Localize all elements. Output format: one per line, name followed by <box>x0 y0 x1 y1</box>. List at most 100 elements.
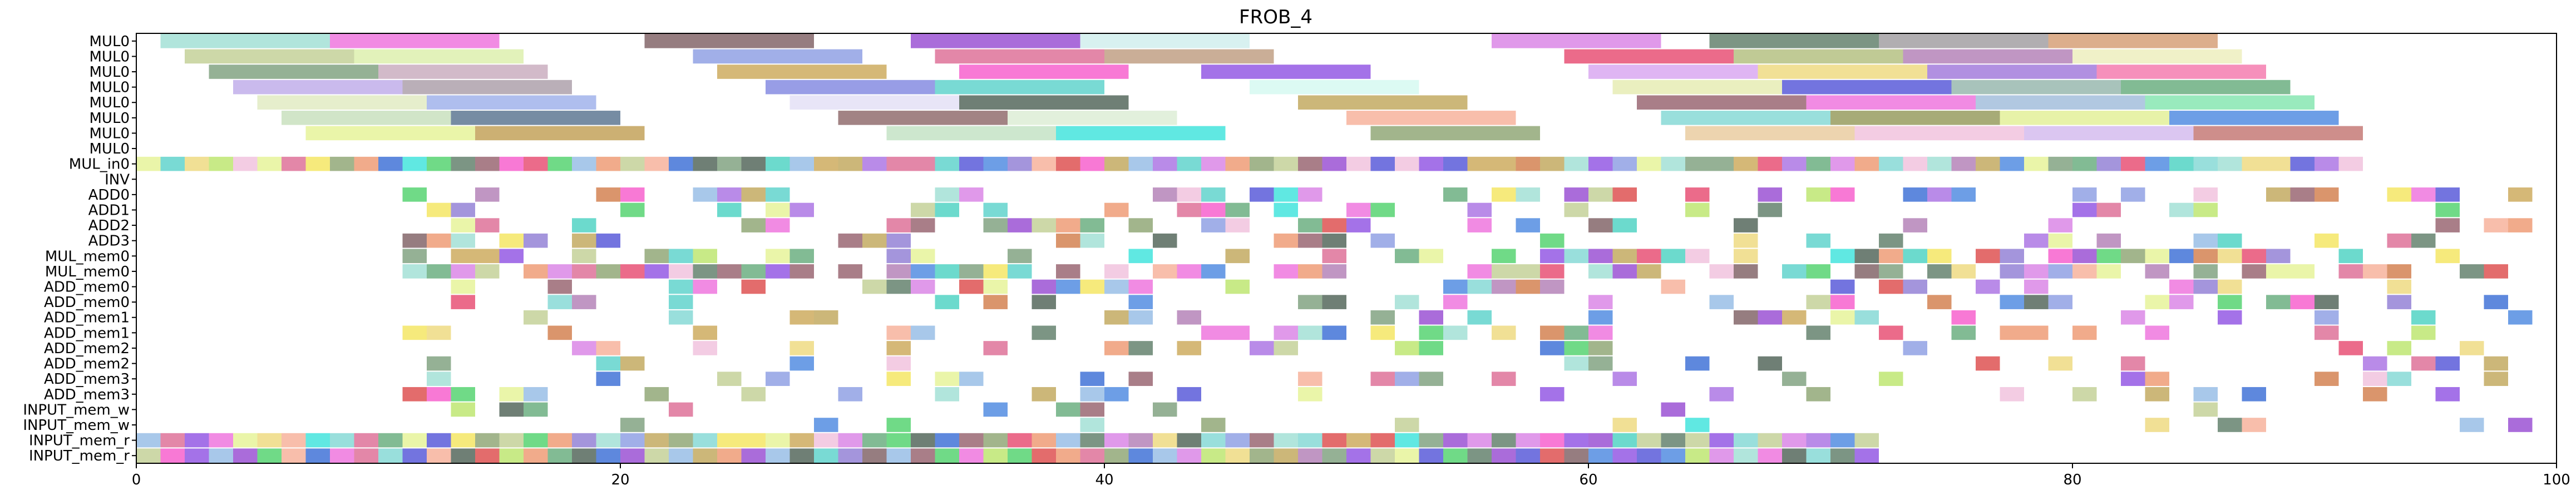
task-block <box>2387 264 2411 279</box>
task-bar <box>1927 65 2097 79</box>
task-block <box>1516 448 1540 463</box>
task-block <box>2072 325 2097 340</box>
task-block <box>1951 310 1976 325</box>
task-block <box>2484 264 2508 279</box>
task-block <box>766 249 790 264</box>
task-block <box>499 233 524 248</box>
task-block <box>1564 448 1588 463</box>
task-block <box>2484 295 2508 309</box>
task-block <box>524 433 548 448</box>
task-block <box>1830 295 1855 309</box>
task-block <box>1564 202 1588 217</box>
task-block <box>1032 387 1056 402</box>
task-bar <box>1612 80 1782 95</box>
task-block <box>1419 372 1443 386</box>
task-block <box>935 187 959 202</box>
task-block <box>1564 433 1588 448</box>
task-bar <box>1104 49 1274 64</box>
task-block <box>1612 156 1637 171</box>
task-block <box>935 156 959 171</box>
row-label: ADD0 <box>88 187 130 204</box>
task-block <box>402 264 427 279</box>
task-block <box>886 325 911 340</box>
task-block <box>1395 341 1419 355</box>
task-bar <box>1685 126 1855 141</box>
task-block <box>2193 264 2218 279</box>
task-block <box>1782 264 1807 279</box>
task-block <box>1976 156 2000 171</box>
task-block <box>2411 310 2436 325</box>
task-block <box>330 448 354 463</box>
task-block <box>1128 279 1153 294</box>
task-block <box>475 249 500 264</box>
task-block <box>669 156 693 171</box>
task-block <box>1903 341 1927 355</box>
task-block <box>2435 218 2460 232</box>
task-bar <box>2096 65 2266 79</box>
task-block <box>1056 233 1080 248</box>
task-block <box>2024 295 2049 309</box>
task-block <box>1008 249 1032 264</box>
task-block <box>717 264 742 279</box>
task-block <box>547 279 572 294</box>
task-block <box>1008 264 1032 279</box>
task-block <box>2193 387 2218 402</box>
task-block <box>2290 156 2315 171</box>
task-block <box>1419 310 1443 325</box>
row-label: MUL0 <box>90 125 130 142</box>
task-block <box>959 448 984 463</box>
row-label: MUL_in0 <box>69 156 130 173</box>
task-bar <box>427 95 596 110</box>
task-bar <box>717 65 887 79</box>
task-block <box>1274 325 1298 340</box>
task-block <box>2169 279 2194 294</box>
task-block <box>1104 387 1129 402</box>
task-block <box>1516 187 1540 202</box>
task-block <box>1419 448 1443 463</box>
task-block <box>2072 387 2097 402</box>
task-block <box>2048 356 2072 371</box>
task-block <box>1298 325 1322 340</box>
task-block <box>305 156 330 171</box>
task-block <box>1443 295 1468 309</box>
task-block <box>1395 448 1419 463</box>
task-block <box>1540 279 1565 294</box>
task-block <box>862 448 887 463</box>
task-block <box>475 218 500 232</box>
task-block <box>1854 448 1879 463</box>
task-block <box>499 156 524 171</box>
task-block <box>1177 433 1201 448</box>
task-block <box>1951 264 1976 279</box>
task-block <box>547 264 572 279</box>
task-block <box>1467 279 1492 294</box>
task-block <box>886 418 911 432</box>
task-block <box>717 202 742 217</box>
task-block <box>1080 218 1104 232</box>
task-block <box>1298 372 1322 386</box>
task-block <box>1685 433 1710 448</box>
task-block <box>1588 218 1613 232</box>
task-block <box>1322 156 1346 171</box>
task-block <box>1467 433 1492 448</box>
task-bar <box>2048 34 2218 48</box>
task-block <box>1879 372 1903 386</box>
task-block <box>427 233 451 248</box>
task-block <box>2096 156 2121 171</box>
task-bar <box>402 80 572 95</box>
task-block <box>2315 372 2339 386</box>
task-block <box>547 156 572 171</box>
task-block <box>1201 218 1226 232</box>
task-block <box>886 279 911 294</box>
task-block <box>789 202 814 217</box>
task-block <box>2218 233 2242 248</box>
task-block <box>1128 372 1153 386</box>
task-block <box>983 218 1008 232</box>
task-block <box>1685 249 1710 264</box>
task-block <box>1128 341 1153 355</box>
task-block <box>1467 218 1492 232</box>
task-block <box>1008 156 1032 171</box>
row-label: MUL0 <box>90 48 130 65</box>
task-block <box>1830 310 1855 325</box>
task-block <box>620 433 645 448</box>
